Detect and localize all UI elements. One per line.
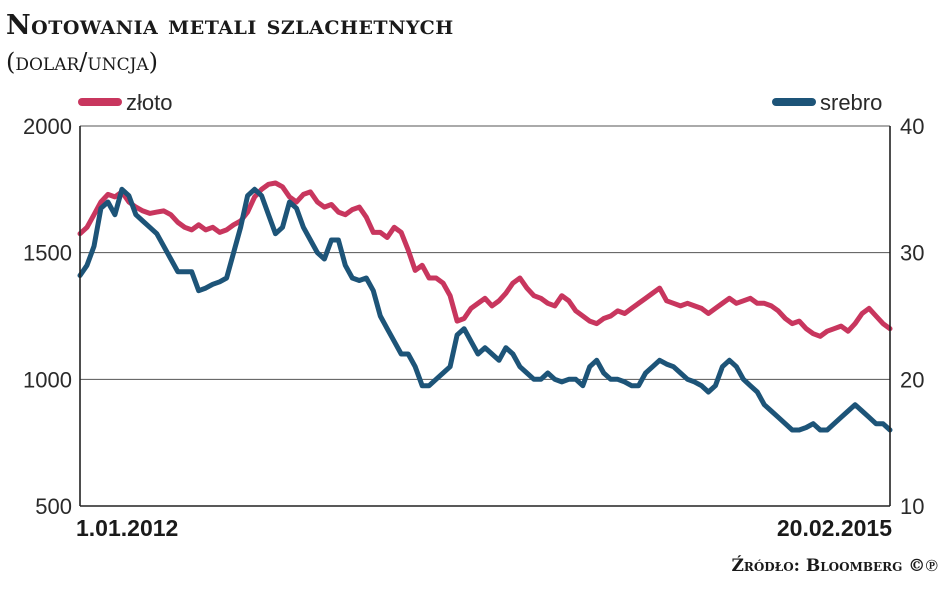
chart-subtitle: (dolar/uncja) (6, 48, 159, 76)
right-tick-label: 30 (900, 241, 924, 266)
x-start-label: 1.01.2012 (76, 515, 178, 541)
left-tick-label: 500 (35, 494, 72, 519)
chart-title: Notowania metali szlachetnych (6, 10, 454, 41)
series-lines (77, 180, 893, 433)
source-note: Źródło: Bloomberg ©℗ (731, 556, 938, 576)
left-tick-label: 1000 (23, 367, 72, 392)
left-tick-label: 1500 (23, 241, 72, 266)
left-tick-label: 2000 (23, 114, 72, 139)
x-end-label: 20.02.2015 (777, 515, 892, 541)
legend-label-silver: srebro (820, 90, 882, 115)
legend-label-gold: złoto (126, 90, 172, 115)
series-line-gold (77, 180, 893, 339)
series-line-silver (77, 186, 893, 433)
legend: złoto srebro (78, 90, 882, 115)
grid-lines (80, 125, 890, 507)
right-tick-label: 20 (900, 367, 924, 392)
right-tick-label: 40 (900, 114, 924, 139)
axes: 500 1000 1500 2000 10 20 30 40 1.01.2012 20.02.20… (23, 114, 924, 541)
right-tick-label: 10 (900, 494, 924, 519)
